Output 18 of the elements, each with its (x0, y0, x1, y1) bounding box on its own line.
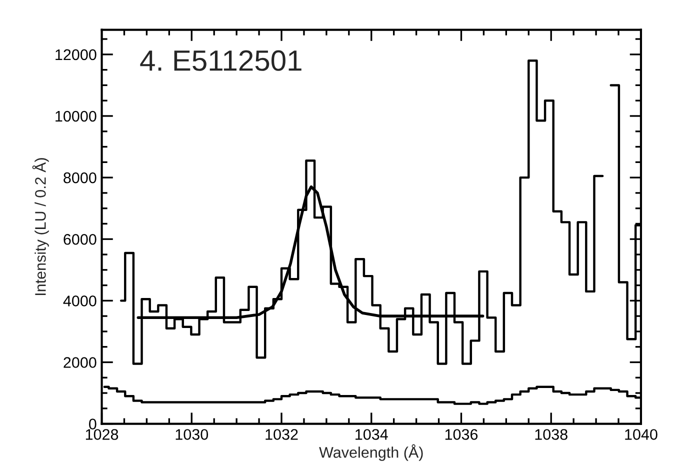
x-tick-label: 1032 (266, 429, 298, 440)
x-tick-label: 1036 (445, 429, 478, 440)
y-tick-label: 0 (89, 418, 96, 430)
y-tick-label: 10000 (56, 110, 96, 122)
y-tick-label: 4000 (63, 296, 96, 306)
y-tick-label: 8000 (64, 172, 96, 184)
x-axis-title: Wavelength (Å) (319, 444, 423, 461)
text: 4. E5112501 (140, 50, 302, 71)
y-tick-label: 12000 (56, 49, 96, 60)
y-axis-title: Intensity (LU / 0.2 Å) (32, 158, 49, 296)
line-series (136, 185, 484, 319)
x-tick-label: 1030 (176, 429, 208, 440)
y-tick-label: 2000 (64, 357, 96, 368)
x-tick-label: 1034 (356, 429, 388, 440)
x-tick-label: 1028 (86, 429, 118, 440)
x-tick-label: 1040 (625, 429, 658, 440)
x-tick-label: 1038 (535, 429, 568, 440)
y-tick-label: 6000 (64, 234, 96, 245)
